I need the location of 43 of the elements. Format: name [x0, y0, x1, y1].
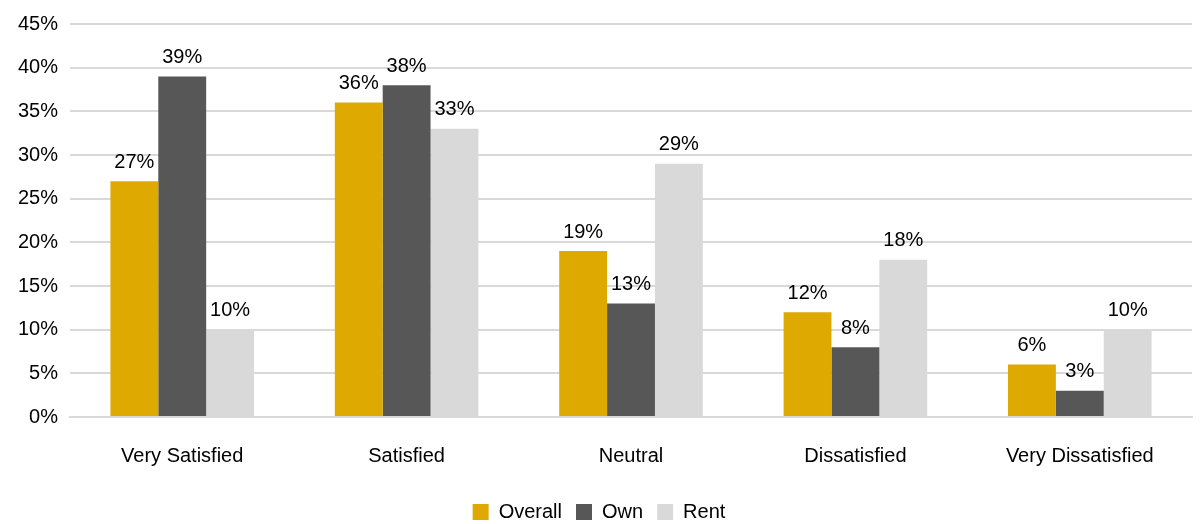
x-tick-label: Very Dissatisfied [1005, 443, 1154, 466]
legend-label: Own [601, 499, 644, 522]
bar [110, 181, 159, 416]
y-tick-label: 30% [18, 142, 59, 165]
y-tick-label: 15% [18, 273, 59, 296]
data-label: 10% [1107, 298, 1148, 321]
data-label: 18% [883, 228, 924, 251]
bar [831, 347, 880, 416]
y-tick-label: 25% [18, 186, 59, 209]
y-tick-label: 0% [29, 404, 59, 427]
data-label: 6% [1017, 333, 1047, 356]
bar [158, 76, 207, 416]
x-tick-label: Neutral [598, 443, 664, 466]
data-label: 8% [840, 315, 871, 338]
x-tick-label: Very Satisfied [121, 443, 244, 466]
data-label: 19% [563, 219, 604, 242]
data-label: 33% [434, 97, 475, 120]
data-label: 13% [611, 271, 652, 294]
legend-label: Rent [683, 499, 726, 522]
x-tick-label: Dissatisfied [804, 443, 907, 466]
y-tick-label: 40% [18, 55, 59, 78]
bar [559, 251, 608, 416]
bar [1055, 390, 1104, 416]
y-tick-label: 20% [18, 229, 59, 252]
data-label: 27% [114, 149, 155, 172]
data-label: 29% [658, 132, 700, 155]
data-label: 38% [386, 53, 427, 76]
data-label: 10% [210, 298, 251, 321]
bar [382, 85, 431, 416]
y-tick-label: 10% [18, 317, 59, 340]
data-label: 36% [338, 71, 379, 94]
bar [783, 312, 832, 416]
y-tick-label: 35% [18, 98, 59, 121]
data-label: 3% [1065, 359, 1095, 382]
legend-label: Overall [498, 499, 562, 522]
y-tick-label: 45% [18, 11, 59, 34]
x-tick-label: Satisfied [368, 443, 445, 466]
y-tick-label: 5% [29, 360, 59, 383]
data-label: 39% [162, 44, 203, 67]
bar [1008, 364, 1056, 416]
bar [334, 102, 383, 416]
data-label: 12% [787, 280, 828, 303]
bar [607, 303, 655, 416]
